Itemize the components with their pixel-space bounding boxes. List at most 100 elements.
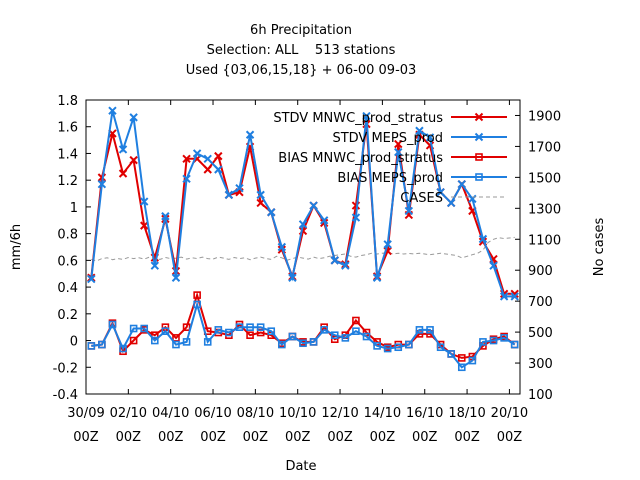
bias-meps-prod-point (193, 300, 201, 309)
y-tick-label: 1.4 (57, 147, 78, 162)
bias-meps-prod-point (330, 331, 339, 340)
x-tick-label-time: 00Z (158, 430, 184, 445)
stdv-meps-prod-point (499, 292, 509, 301)
bias-meps-prod-point (288, 332, 297, 341)
plot-frame (85, 99, 521, 395)
y-tick-label: 0.2 (57, 308, 78, 323)
stdv-meps-prod-point (394, 147, 403, 157)
bias-meps-prod-point (129, 324, 138, 333)
legend-label-bias-mnwc-prod-stratus: BIAS MNWC_prod_stratus (278, 151, 443, 166)
bias-meps-prod-point (214, 326, 223, 334)
stdv-meps-prod-point (425, 133, 435, 142)
y2-tick-label: 500 (528, 326, 553, 341)
bias-meps-prod-point (362, 332, 371, 341)
stdv-meps-prod-point (245, 130, 255, 139)
x-axis-label: Date (285, 459, 316, 474)
stdv-meps-prod-point (288, 273, 297, 282)
stdv-meps-prod-point (214, 165, 223, 174)
stdv-meps-prod-point (489, 261, 498, 270)
bias-meps-prod-point (436, 343, 445, 352)
stdv-meps-prod-point (298, 220, 308, 229)
y2-tick-label: 1900 (528, 109, 561, 124)
x-tick-label-date: 30/09 (67, 406, 104, 421)
x-tick-label-time: 00Z (243, 430, 269, 445)
bias-meps-prod-point (468, 356, 477, 365)
stdv-meps-prod-point (362, 111, 371, 121)
series-bias-meps-prod (87, 300, 519, 372)
y2-tick-label: 1300 (528, 202, 561, 217)
y-tick-label: 1 (70, 201, 78, 216)
bias-meps-prod-point (161, 327, 170, 335)
x-tick-label-date: 18/10 (448, 406, 485, 421)
stdv-mnwc-prod-stratus-point (140, 221, 149, 230)
x-tick-label-date: 20/10 (491, 406, 528, 421)
bias-meps-prod-point (267, 327, 276, 335)
legend-bias-meps-prod-point (475, 173, 483, 181)
stdv-mnwc-prod-stratus-point (203, 165, 212, 174)
stdv-meps-prod-point (129, 113, 138, 122)
stdv-meps-prod-point (277, 242, 287, 252)
stdv-meps-prod-point (457, 179, 466, 189)
x-tick-label-time: 00Z (285, 430, 311, 445)
bias-meps-prod-point (500, 334, 508, 342)
stdv-meps-prod-point (309, 201, 318, 210)
stdv-meps-prod-point (404, 206, 414, 216)
y-tick-label: 1.2 (57, 174, 78, 189)
stdv-meps-prod-point (351, 213, 361, 222)
bias-meps-prod-point (373, 342, 381, 350)
legend-label-stdv-meps-prod: STDV MEPS_prod (332, 131, 443, 146)
x-tick-label-time: 00Z (497, 430, 523, 445)
bias-meps-prod-point (352, 327, 360, 335)
y-tick-label: -0.4 (53, 388, 78, 403)
stdv-mnwc-prod-stratus-point (182, 154, 191, 164)
stdv-meps-prod-point (171, 273, 181, 282)
stdv-meps-prod-point (150, 261, 160, 270)
stdv-meps-prod-point (436, 188, 445, 197)
cases-line (91, 236, 515, 262)
stdv-meps-prod-point (140, 197, 149, 206)
y2-tick-label: 1100 (528, 233, 561, 248)
x-tick-label-date: 12/10 (321, 406, 358, 421)
bias-meps-prod-point (203, 338, 212, 346)
stdv-meps-prod-point (415, 126, 424, 135)
y2-axis-label: No cases (592, 218, 607, 277)
y-axis-label: mm/6h (9, 224, 24, 270)
bias-meps-prod-point (447, 350, 455, 358)
bias-meps-prod-point (299, 339, 307, 348)
chart-title-line-1: 6h Precipitation (250, 23, 352, 38)
legend-stdv-mnwc-prod-stratus-point (474, 112, 484, 122)
bias-meps-prod-point (457, 363, 466, 372)
bias-meps-prod-point (510, 340, 519, 349)
stdv-meps-prod-point (182, 174, 191, 184)
x-tick-label-time: 00Z (412, 430, 438, 445)
bias-meps-prod-point (405, 340, 413, 349)
stdv-mnwc-prod-stratus-point (118, 169, 128, 178)
stdv-meps-prod-point (97, 179, 107, 189)
bias-meps-prod-point (246, 323, 254, 331)
y-tick-label: -0.2 (53, 361, 78, 376)
chart-title-line-3: Used {03,06,15,18} + 06-00 09-03 (186, 63, 417, 78)
x-tick-label-time: 00Z (327, 430, 353, 445)
bias-mnwc-prod-stratus-point (352, 316, 360, 325)
bias-mnwc-prod-stratus-line (91, 291, 516, 359)
bias-meps-prod-point (341, 334, 350, 342)
bias-meps-prod-point (98, 340, 106, 349)
stdv-meps-prod-point (330, 256, 339, 265)
stdv-meps-prod-point (87, 274, 96, 284)
bias-meps-prod-point (309, 338, 318, 346)
y-tick-label: 0.4 (57, 281, 78, 296)
bias-meps-prod-point (235, 323, 244, 331)
stdv-meps-prod-point (383, 240, 392, 249)
x-tick-label-date: 10/10 (279, 406, 316, 421)
stdv-meps-prod-point (341, 261, 350, 270)
x-tick-label-time: 00Z (73, 430, 99, 445)
bias-meps-prod-point (415, 326, 424, 334)
stdv-meps-prod-point (108, 106, 117, 115)
y2-tick-label: 1700 (528, 140, 561, 155)
stdv-meps-prod-point (319, 216, 329, 225)
x-tick-label-time: 00Z (370, 430, 396, 445)
legend-stdv-meps-prod-point (474, 132, 484, 142)
bias-meps-prod-point (383, 344, 392, 353)
bias-meps-prod-point (151, 336, 159, 345)
bias-mnwc-prod-stratus-point (193, 291, 201, 299)
